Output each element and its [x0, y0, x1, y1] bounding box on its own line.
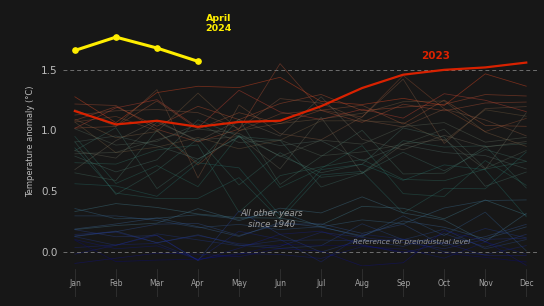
Text: Jul: Jul — [317, 278, 326, 288]
Text: Jan: Jan — [69, 278, 81, 288]
Text: Sep: Sep — [396, 278, 410, 288]
Text: Reference for preindustrial level: Reference for preindustrial level — [353, 239, 470, 245]
Text: 2023: 2023 — [422, 51, 450, 62]
Text: All other years
since 1940: All other years since 1940 — [240, 209, 303, 229]
Text: Nov: Nov — [478, 278, 493, 288]
Text: Dec: Dec — [519, 278, 534, 288]
Text: Aug: Aug — [355, 278, 369, 288]
Text: Mar: Mar — [150, 278, 164, 288]
Text: Jun: Jun — [274, 278, 286, 288]
Text: Oct: Oct — [437, 278, 451, 288]
Text: May: May — [231, 278, 247, 288]
Text: Apr: Apr — [191, 278, 205, 288]
Text: Feb: Feb — [109, 278, 122, 288]
Text: April
2024: April 2024 — [205, 14, 232, 33]
Y-axis label: Temperature anomaly (°C): Temperature anomaly (°C) — [27, 85, 35, 196]
